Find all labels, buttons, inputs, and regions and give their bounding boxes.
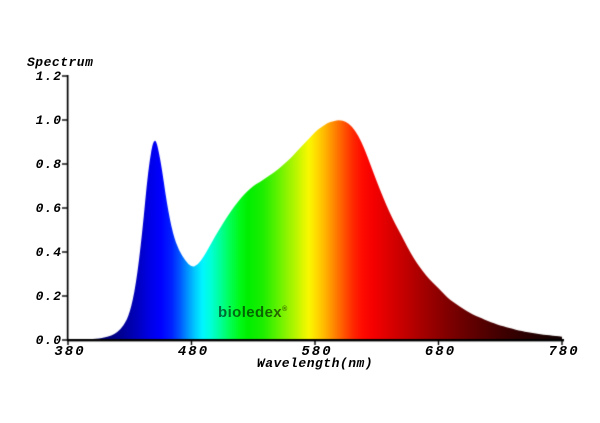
x-tick-label: 680 (424, 344, 457, 360)
brand-logo-text: bioledex (218, 304, 283, 321)
y-tick-label: 0.0 (35, 333, 62, 348)
x-tick-label: 780 (548, 344, 580, 360)
y-tick-label: 0.2 (35, 289, 62, 304)
x-tick-label: 380 (54, 344, 86, 360)
brand-logo: bioledex® (218, 305, 287, 320)
y-tick-label: 1.0 (35, 113, 62, 128)
y-axis-title: Spectrum (27, 55, 94, 70)
x-axis-label: Wavelength(nm) (256, 356, 374, 371)
y-tick-label: 1.2 (35, 69, 62, 84)
y-tick-label: 0.8 (35, 157, 62, 172)
x-tick-label: 580 (301, 344, 333, 360)
y-tick-label: 0.4 (35, 245, 62, 260)
y-tick-label: 0.6 (35, 201, 62, 216)
registered-mark: ® (282, 306, 288, 313)
x-tick-label: 480 (177, 344, 210, 360)
